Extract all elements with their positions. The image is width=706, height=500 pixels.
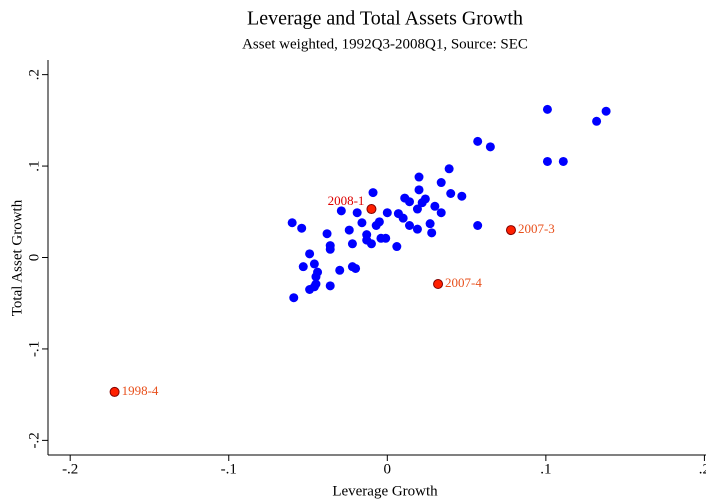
point — [289, 293, 299, 303]
x-tick-label: 0 — [384, 461, 392, 477]
point — [336, 206, 346, 216]
point — [368, 188, 378, 198]
point — [357, 218, 367, 228]
point — [392, 242, 402, 252]
y-tick-label: 0 — [26, 254, 42, 262]
point — [430, 201, 440, 211]
y-tick-label: .1 — [26, 160, 42, 171]
point — [405, 220, 415, 230]
point — [444, 164, 454, 174]
y-tick-label: .2 — [26, 69, 42, 80]
x-tick-label: -.2 — [62, 461, 78, 477]
point — [322, 229, 332, 239]
point — [398, 213, 408, 223]
point — [414, 172, 424, 182]
point — [414, 185, 424, 195]
point — [473, 136, 483, 146]
point — [309, 282, 319, 292]
point — [382, 208, 392, 218]
point-label: 2008-1 — [328, 193, 365, 208]
point — [297, 223, 307, 233]
point — [309, 259, 319, 269]
point — [505, 225, 516, 236]
x-tick-label: .1 — [540, 461, 551, 477]
point — [347, 262, 357, 272]
point — [344, 225, 354, 235]
point — [405, 197, 415, 207]
point — [109, 386, 120, 397]
point — [366, 204, 377, 215]
point — [371, 220, 381, 230]
point-label: 2007-4 — [445, 275, 482, 290]
chart-title: Leverage and Total Assets Growth — [247, 8, 523, 30]
point — [436, 178, 446, 188]
point — [325, 281, 335, 291]
point — [542, 104, 552, 114]
point — [325, 244, 335, 254]
chart-subtitle: Asset weighted, 1992Q3-2008Q1, Source: S… — [242, 36, 528, 52]
point — [601, 106, 611, 116]
point — [352, 208, 362, 218]
point — [558, 156, 568, 166]
y-tick-label: -.1 — [26, 341, 42, 357]
point — [412, 204, 422, 214]
point — [425, 219, 435, 229]
point — [287, 218, 297, 228]
point — [381, 233, 391, 243]
point — [446, 188, 456, 198]
point — [473, 220, 483, 230]
y-tick-label: -.2 — [26, 432, 42, 448]
point-label: 1998-4 — [122, 383, 159, 398]
point — [485, 142, 495, 152]
point — [335, 265, 345, 275]
point — [366, 239, 376, 249]
x-axis-title: Leverage Growth — [332, 483, 438, 499]
point — [542, 156, 552, 166]
point — [457, 191, 467, 201]
x-tick-label: .2 — [699, 461, 706, 477]
point-label: 2007-3 — [518, 221, 555, 236]
y-axis-title: Total Asset Growth — [9, 199, 25, 316]
x-tick-label: -.1 — [221, 461, 237, 477]
point — [427, 228, 437, 238]
point — [305, 249, 315, 259]
point — [412, 224, 422, 234]
point — [347, 239, 357, 249]
point — [311, 272, 321, 282]
point — [592, 116, 602, 126]
point — [298, 262, 308, 272]
point — [417, 198, 427, 208]
point — [433, 279, 444, 290]
point — [436, 208, 446, 218]
